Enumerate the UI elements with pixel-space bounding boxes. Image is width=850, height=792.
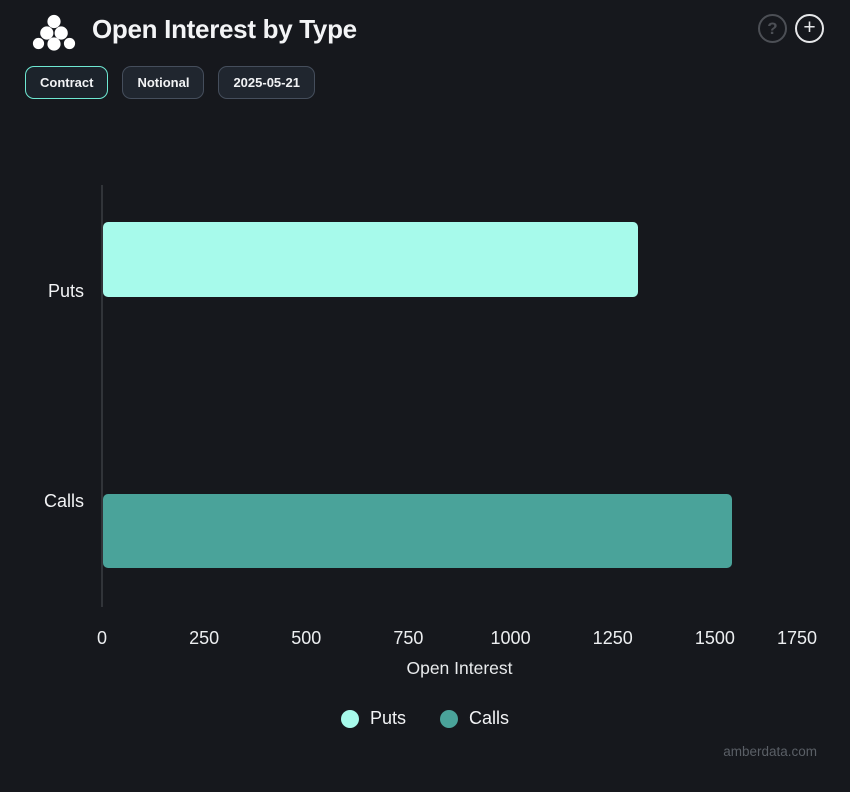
x-axis-title: Open Interest [406,658,513,678]
notional-toggle-button[interactable]: Notional [122,66,205,99]
x-tick-label: 1500 [694,628,735,648]
page-title: Open Interest by Type [92,14,357,44]
watermark: amberdata.com [723,744,817,759]
x-tick-label: 1250 [592,628,633,648]
legend-label: Puts [369,708,406,728]
contract-toggle-button[interactable]: Contract [25,66,109,99]
legend-item-puts[interactable]: Puts [340,708,406,729]
x-tick-label: 750 [393,628,424,648]
legend: Puts Calls [0,708,850,729]
expiration-date-button[interactable]: 2025-05-21 [218,66,315,99]
add-icon[interactable]: + [795,14,824,43]
x-tick-label: 250 [189,628,220,648]
legend-label: Calls [469,708,510,728]
y-axis-label-puts: Puts [47,281,84,301]
controls-bar: Contract Notional 2025-05-21 [25,66,315,99]
x-tick-label: 1000 [490,628,531,648]
x-tick-label: 500 [291,628,322,648]
x-axis-ticks: 0 250 500 750 1000 1250 1500 1750 [0,628,850,650]
legend-dot [340,709,359,728]
bar-calls[interactable] [103,494,732,568]
header-actions: ? + [758,14,824,43]
legend-dot [440,709,458,728]
header: Open Interest by Type ? + [0,0,850,56]
y-axis-label-calls: Calls [43,491,84,511]
x-tick-label: 0 [96,628,108,648]
amberdata-logo-icon [32,14,76,51]
help-icon[interactable]: ? [758,14,787,43]
y-axis-line [101,185,103,607]
bar-puts[interactable] [103,222,638,297]
x-tick-label: 1750 [776,628,817,648]
legend-item-calls[interactable]: Calls [440,708,509,729]
